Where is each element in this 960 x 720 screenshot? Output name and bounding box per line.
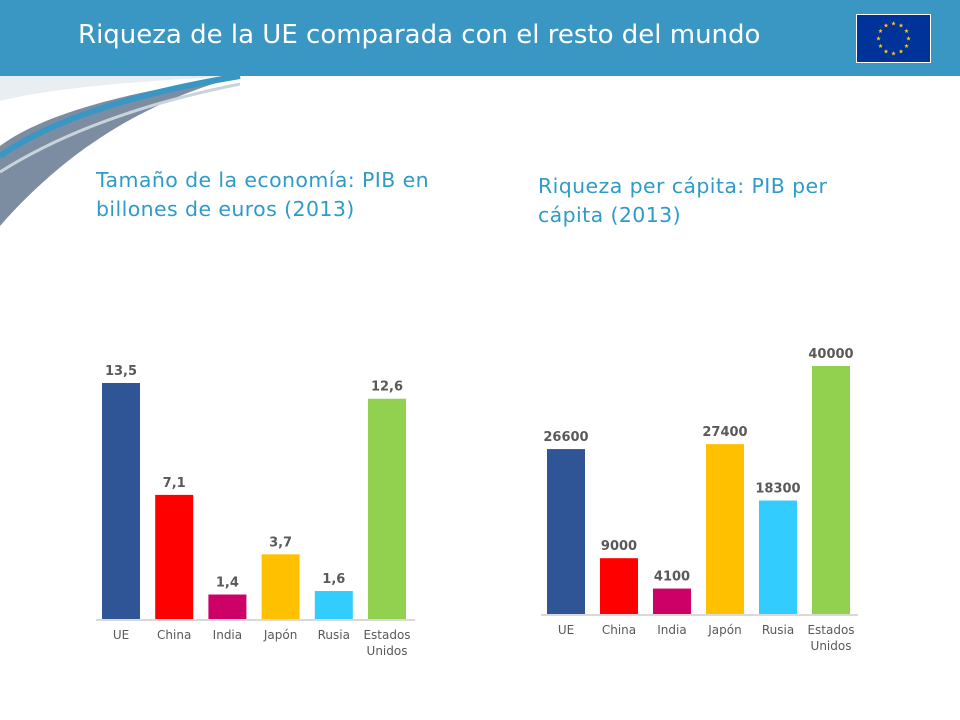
gdp-bar xyxy=(368,398,406,619)
flag-star xyxy=(898,23,904,28)
slide-title: Riqueza de la UE comparada con el resto … xyxy=(78,20,761,50)
slide-header: Riqueza de la UE comparada con el resto … xyxy=(0,0,960,76)
gdp-bar xyxy=(155,494,194,619)
percapita-bar xyxy=(547,449,585,614)
flag-star xyxy=(904,43,909,48)
percapita-category-label: UE xyxy=(558,623,574,637)
gdp-value-label: 12,6 xyxy=(371,380,403,395)
chart-title-gdp: Tamaño de la economía: PIB en billones d… xyxy=(96,168,429,221)
gdp-value-label: 1,6 xyxy=(322,572,345,587)
gdp-bar xyxy=(208,594,247,619)
percapita-category-label: Rusia xyxy=(762,623,794,637)
flag-star xyxy=(878,28,883,33)
gdp-bar xyxy=(102,383,140,619)
percapita-value-label: 9000 xyxy=(601,539,637,554)
flag-star xyxy=(904,28,909,33)
percapita-category-label: China xyxy=(602,623,636,637)
gdp-bar xyxy=(261,554,300,619)
percapita-value-label: 18300 xyxy=(755,482,800,497)
flag-star xyxy=(891,21,896,26)
decorative-swoosh xyxy=(0,76,241,226)
gdp-category-label: China xyxy=(157,628,191,642)
gdp-value-label: 1,4 xyxy=(216,576,239,591)
percapita-value-label: 26600 xyxy=(543,430,588,445)
flag-star xyxy=(883,49,889,54)
gdp-value-label: 7,1 xyxy=(163,476,186,491)
gdp-value-label: 3,7 xyxy=(269,535,292,550)
percapita-category-label: Estados Unidos xyxy=(807,623,854,653)
chart-title-gdp-per-capita: Riqueza per cápita: PIB per cápita (2013… xyxy=(538,174,828,227)
flag-star xyxy=(898,49,904,54)
percapita-category-label: Japón xyxy=(707,623,741,637)
percapita-bar xyxy=(653,588,691,614)
percapita-bar xyxy=(759,500,797,614)
percapita-bar xyxy=(600,558,638,614)
eu-flag-icon xyxy=(856,14,931,63)
gdp-category-label: India xyxy=(213,628,242,642)
gdp-category-label: Japón xyxy=(263,628,297,642)
percapita-value-label: 27400 xyxy=(702,425,747,440)
percapita-category-label: India xyxy=(657,623,686,637)
gdp-category-label: Estados Unidos xyxy=(363,628,410,658)
gdp-bar xyxy=(314,591,353,619)
percapita-bar xyxy=(812,366,850,614)
flag-star xyxy=(876,36,881,41)
flag-star xyxy=(906,36,911,41)
percapita-value-label: 4100 xyxy=(654,570,690,585)
percapita-bar xyxy=(706,444,744,614)
gdp-category-label: Rusia xyxy=(318,628,350,642)
gdp-value-label: 13,5 xyxy=(105,364,137,379)
flag-star xyxy=(878,43,883,48)
gdp-category-label: UE xyxy=(113,628,129,642)
flag-star xyxy=(883,23,889,28)
flag-star xyxy=(891,51,896,56)
percapita-value-label: 40000 xyxy=(808,347,853,362)
